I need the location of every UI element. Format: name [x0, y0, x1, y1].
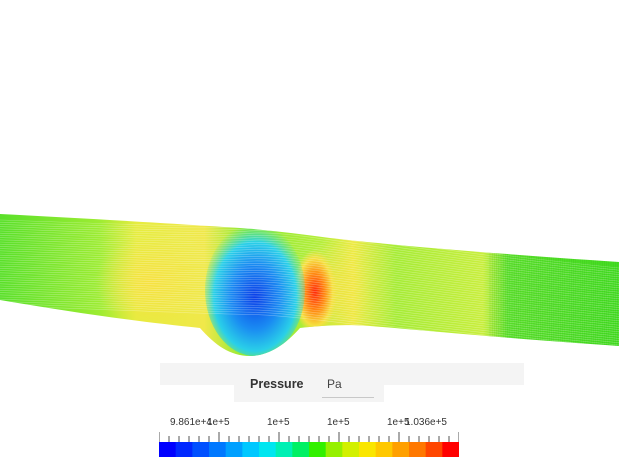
- streamline: [0, 268, 619, 317]
- streamline: [0, 237, 619, 286]
- colorbar-swatch: [175, 442, 193, 457]
- pipe-geometry: [0, 214, 619, 356]
- streamline: [0, 294, 619, 344]
- streamline: [0, 263, 619, 313]
- streamline: [0, 254, 619, 304]
- streamline: [0, 228, 619, 278]
- colorbar-swatch: [342, 442, 360, 457]
- streamline: [0, 279, 619, 328]
- streamline: [0, 226, 619, 275]
- streamline: [0, 281, 619, 330]
- colorbar-swatch: [325, 442, 343, 457]
- streamline: [0, 274, 619, 324]
- legend-tick-label-2: 1e+5: [267, 417, 290, 428]
- colorbar-swatch: [242, 442, 260, 457]
- colorbar-swatch: [442, 442, 459, 457]
- colorbar-swatch: [192, 442, 210, 457]
- streamline: [0, 246, 619, 295]
- streamline: [0, 301, 619, 350]
- streamline: [0, 283, 619, 333]
- colorbar-swatch: [375, 442, 393, 457]
- legend-tick-label-max: 1.036e+5: [405, 417, 447, 428]
- streamline: [0, 270, 619, 319]
- legend-unit-selector[interactable]: Pa: [322, 374, 374, 398]
- colorbar-swatch: [392, 442, 410, 457]
- streamline: [0, 285, 619, 335]
- colorbar: [159, 432, 459, 457]
- streamline: [0, 287, 619, 337]
- streamline: [0, 241, 619, 291]
- streamline: [0, 230, 619, 280]
- colorbar-swatch: [409, 442, 427, 457]
- streamline: [0, 296, 619, 346]
- streamline: [0, 250, 619, 300]
- low-pressure-region: [205, 224, 305, 356]
- legend-tick-label-3: 1e+5: [327, 417, 350, 428]
- colorbar-swatch: [309, 442, 327, 457]
- colorbar-swatch: [425, 442, 443, 457]
- streamline: [0, 259, 619, 308]
- streamline: [0, 252, 619, 302]
- streamline: [0, 265, 619, 315]
- streamline: [0, 239, 619, 289]
- colorbar-swatch: [159, 442, 177, 457]
- legend-tick-label-min: 9.861e+4: [170, 417, 212, 428]
- streamline: [0, 248, 619, 297]
- colorbar-swatch: [359, 442, 377, 457]
- colorbar-swatch: [225, 442, 243, 457]
- streamline: [0, 298, 619, 348]
- colorbar-swatch: [292, 442, 310, 457]
- legend-title: Pressure: [250, 377, 304, 391]
- streamline: [0, 235, 619, 284]
- legend-tick-label-4: 1e+5: [387, 417, 410, 428]
- streamline: [0, 243, 619, 293]
- colorbar-swatch: [209, 442, 227, 457]
- streamline: [0, 290, 619, 339]
- streamline: [0, 257, 619, 306]
- streamline: [0, 261, 619, 311]
- streamline: [0, 276, 619, 326]
- colorbar-swatch: [259, 442, 277, 457]
- streamline: [0, 272, 619, 322]
- streamline: [0, 232, 619, 282]
- legend-tick-label-1: 1e+5: [207, 417, 230, 428]
- colorbar-swatch: [275, 442, 293, 457]
- streamline: [0, 292, 619, 341]
